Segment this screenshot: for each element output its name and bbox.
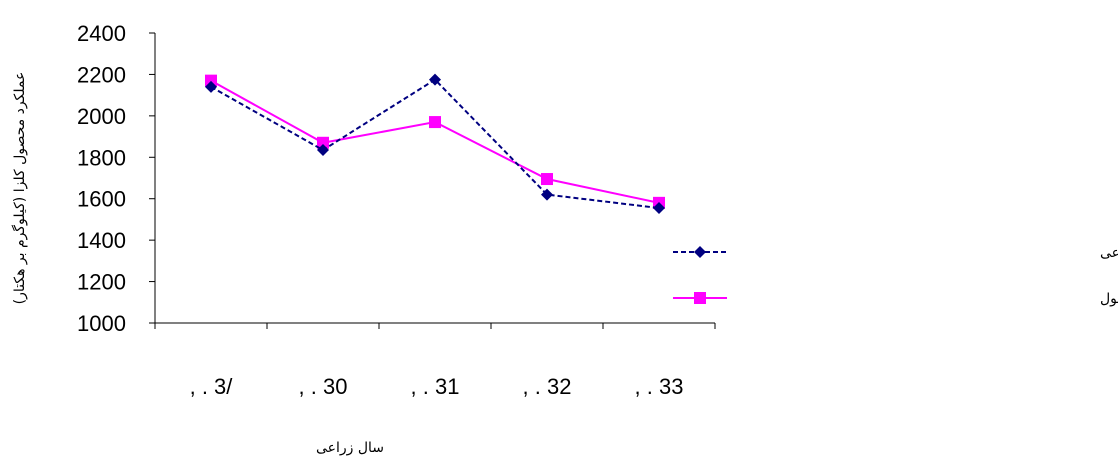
x-tick-labels: , . 3/ , . 30 , . 31 , . 32 , . 33 [190, 374, 684, 399]
y-tick-label: 2200 [77, 62, 126, 87]
y-tick-label: 1400 [77, 228, 126, 253]
data-point-square [541, 173, 553, 186]
y-tick-labels: 1000 1200 1400 1600 1800 2000 2200 2400 [77, 21, 126, 336]
data-point-diamond [694, 246, 706, 258]
y-tick-label: 1800 [77, 145, 126, 170]
data-point-diamond [205, 80, 217, 93]
x-tick-label: , . 3/ [190, 374, 234, 399]
x-tick-label: , . 31 [411, 374, 460, 399]
legend: عملکرد پیش‌بینی شده توسط شبکه عصبی مصنوع… [673, 245, 1118, 307]
data-point-square [205, 74, 217, 87]
y-axis-label: عملکرد محصول کلزا (کیلوگرم بر هکتار) [11, 72, 28, 305]
data-point-diamond [429, 73, 441, 86]
series-predicted [205, 73, 665, 215]
y-tick-label: 1600 [77, 187, 126, 212]
data-point-diamond [653, 202, 665, 215]
data-point-square [429, 116, 441, 129]
data-point-diamond [317, 144, 329, 157]
x-tick-label: , . 32 [523, 374, 572, 399]
y-tick-label: 1200 [77, 270, 126, 295]
x-axis-label: سال زراعی [316, 440, 384, 456]
series-actual [205, 74, 665, 209]
data-point-diamond [541, 188, 553, 201]
series-line [210, 79, 660, 204]
y-tick-label: 2000 [77, 104, 126, 129]
legend-label: عملکرد واقعی محصول [1100, 291, 1118, 307]
axes [149, 32, 716, 329]
series-layer [205, 73, 665, 215]
y-tick-label: 1000 [77, 311, 126, 336]
y-tick-label: 2400 [77, 21, 126, 46]
x-tick-label: , . 30 [299, 374, 348, 399]
legend-label: عملکرد پیش‌بینی شده توسط شبکه عصبی مصنوع… [1100, 245, 1118, 261]
data-point-square [317, 136, 329, 149]
data-point-square [694, 292, 706, 304]
x-tick-label: , . 33 [635, 374, 684, 399]
